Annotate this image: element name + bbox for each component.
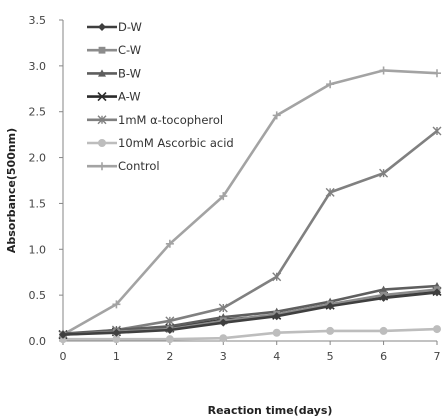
- data-point: [326, 80, 335, 89]
- legend-item: B-W: [87, 66, 141, 80]
- data-point: [272, 312, 281, 321]
- legend-marker: [97, 115, 107, 125]
- data-point: [219, 318, 228, 327]
- legend-marker: [98, 46, 106, 54]
- legend-marker: [98, 162, 106, 171]
- data-point: [272, 272, 282, 282]
- series-control: [59, 66, 441, 339]
- x-tick-label: 3: [220, 350, 227, 363]
- data-point: [165, 325, 174, 334]
- legend-label: A-W: [118, 90, 141, 104]
- x-axis-title: Reaction time(days): [208, 404, 333, 417]
- data-point: [379, 293, 388, 302]
- series-line: [62, 69, 438, 336]
- data-point: [326, 326, 335, 335]
- data-point: [272, 328, 281, 337]
- legend-item: Control: [87, 159, 160, 173]
- legend-label: 10mM Ascorbic acid: [118, 136, 234, 150]
- x-tick-label: 7: [434, 350, 441, 363]
- x-tick-label: 6: [380, 350, 387, 363]
- series-layer: [58, 66, 442, 344]
- legend-item: 10mM Ascorbic acid: [87, 136, 234, 150]
- data-point: [165, 335, 174, 344]
- series-10mm-ascorbic-acid: [59, 325, 441, 344]
- data-point: [165, 239, 174, 248]
- legend-marker: [98, 139, 106, 147]
- series-line: [62, 284, 438, 335]
- y-tick-label: 1.0: [29, 243, 47, 256]
- data-point: [219, 192, 228, 201]
- legend-marker: [98, 69, 106, 77]
- data-point: [433, 325, 441, 334]
- legend-marker: [98, 23, 106, 31]
- legend-marker: [97, 92, 107, 102]
- legend: D-W C-W B-W A-W 1mM α-tocopherol 10mM Ascorbi…: [87, 20, 234, 173]
- data-point: [433, 69, 441, 78]
- series-d-w: [59, 288, 441, 339]
- x-tick-label: 4: [273, 350, 280, 363]
- data-point: [112, 335, 121, 344]
- y-tick-label: 2.5: [29, 106, 47, 119]
- legend-item: C-W: [87, 43, 141, 57]
- data-point: [433, 288, 441, 297]
- y-tick-label: 3.5: [29, 14, 47, 27]
- data-point: [379, 66, 388, 75]
- y-tick-label: 0.5: [29, 289, 47, 302]
- data-point: [112, 328, 121, 337]
- legend-item: D-W: [87, 20, 142, 34]
- data-point: [379, 326, 388, 335]
- y-tick-label: 0.0: [29, 335, 47, 348]
- x-tick-label: 5: [327, 350, 334, 363]
- series-line: [62, 291, 438, 336]
- legend-label: Control: [118, 159, 160, 173]
- data-point: [379, 168, 389, 178]
- y-tick-label: 3.0: [29, 60, 47, 73]
- data-point: [219, 334, 228, 343]
- legend-item: A-W: [87, 90, 141, 104]
- y-tick-label: 1.5: [29, 197, 47, 210]
- x-tick-label: 2: [166, 350, 173, 363]
- data-point: [325, 187, 335, 197]
- y-tick-label: 2.0: [29, 152, 47, 165]
- data-point: [112, 300, 121, 309]
- data-point: [218, 303, 228, 313]
- data-point: [326, 302, 335, 311]
- data-point: [379, 285, 388, 293]
- legend-label: B-W: [118, 66, 141, 80]
- x-tick-label: 0: [60, 350, 67, 363]
- series-line: [63, 327, 438, 341]
- data-point: [59, 330, 67, 339]
- data-point: [272, 111, 281, 120]
- axes: 0.0 0.5 1.0 1.5 2.0 2.5 3.0 3.5 0 1 2 3 4 5 6 7: [29, 14, 441, 363]
- legend-item: 1mM α-tocopherol: [87, 113, 223, 127]
- y-axis-title: Absorbance(500nm): [5, 128, 18, 253]
- legend-label: C-W: [118, 43, 141, 57]
- data-point: [432, 126, 442, 136]
- legend-label: D-W: [118, 20, 142, 34]
- x-tick-label: 1: [113, 350, 120, 363]
- legend-label: 1mM α-tocopherol: [118, 113, 223, 127]
